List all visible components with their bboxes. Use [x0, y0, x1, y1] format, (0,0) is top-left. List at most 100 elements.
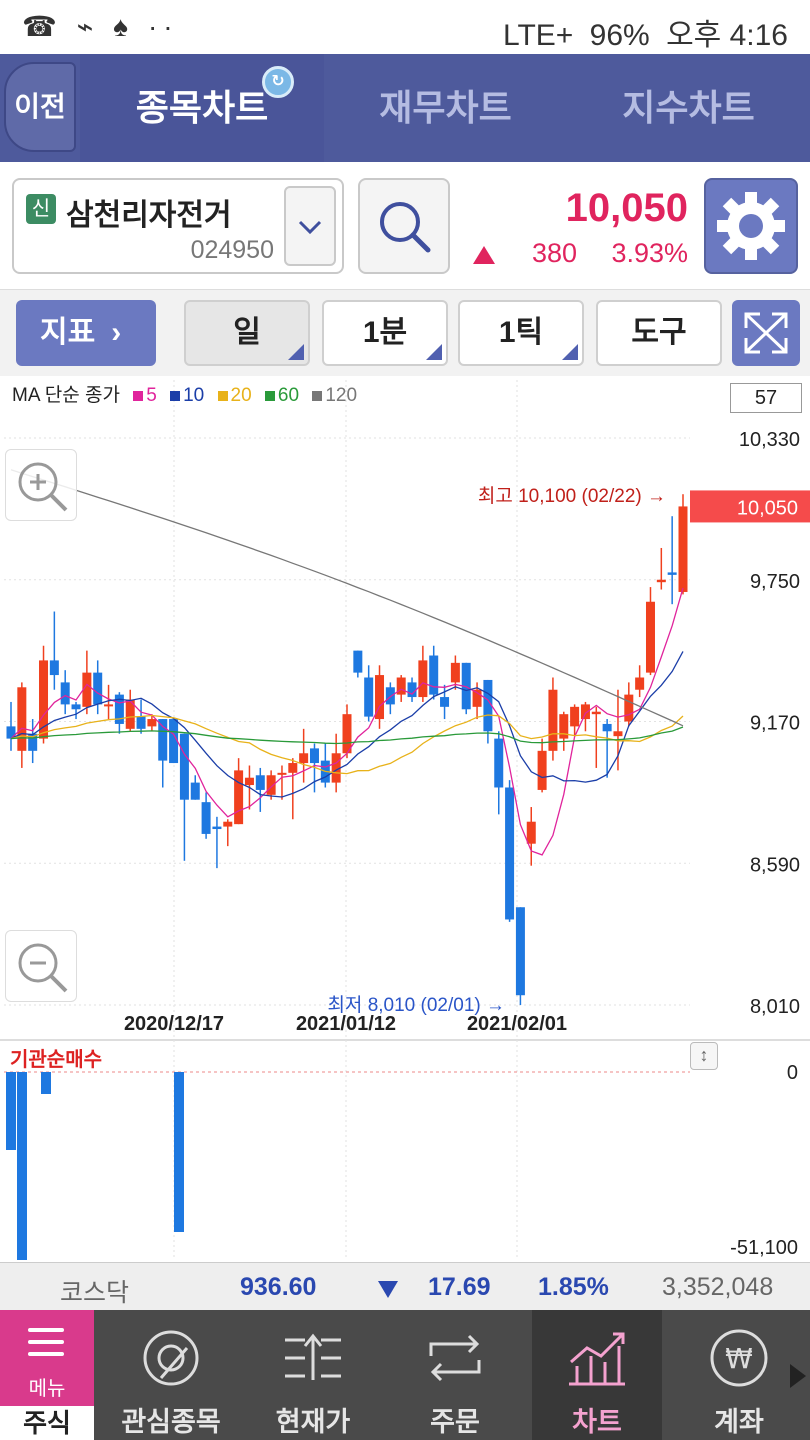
nav-chart-label: 차트: [572, 1407, 622, 1437]
more-arrow-icon[interactable]: [790, 1364, 806, 1388]
candle-body: [505, 787, 515, 920]
order-icon: [429, 1334, 481, 1382]
candle-body: [17, 687, 27, 751]
nav-quote[interactable]: 현재가: [248, 1310, 378, 1440]
candle-body: [461, 662, 471, 710]
refresh-badge-icon[interactable]: ↻: [262, 66, 294, 98]
index-ticker[interactable]: 코스닥 936.60 17.69 1.85% 3,352,048: [0, 1262, 810, 1310]
status-bar: ☎ ⌁ ♠ ·· LTE+ 96% 오후 4:16: [0, 0, 810, 54]
down-arrow-icon: [378, 1281, 398, 1298]
bottom-nav: 메뉴 주식 관심종목 현재가: [0, 1310, 810, 1440]
candle-body: [136, 716, 146, 729]
stock-dropdown-button[interactable]: [284, 186, 336, 266]
candle-body: [515, 907, 525, 996]
ma60-swatch: [264, 390, 275, 401]
chart-icon: [569, 1332, 625, 1386]
candle-body: [548, 689, 558, 751]
candle-body: [266, 775, 276, 795]
stock-name: 삼천리자전거: [66, 199, 232, 232]
candle-body: [60, 682, 70, 705]
clock: 오후 4:16: [666, 19, 788, 52]
battery-text: 96%: [589, 19, 650, 52]
up-arrow-icon: [473, 246, 495, 264]
nav-watchlist[interactable]: 관심종목: [106, 1310, 236, 1440]
ma5-line: [10, 587, 684, 856]
settings-button[interactable]: [704, 178, 798, 274]
ma-legend: MA 단순 종가 5 10 20 60 120: [12, 380, 357, 407]
candle-body: [6, 726, 16, 739]
nav-order-label: 주문: [430, 1407, 480, 1437]
zoom-out-button[interactable]: [5, 930, 77, 1002]
candle-body: [494, 738, 504, 788]
chart-background: [0, 380, 810, 1262]
ma10-line: [10, 651, 684, 798]
search-button[interactable]: [358, 178, 450, 274]
stock-code: 024950: [190, 236, 274, 264]
ma120-line: [10, 469, 684, 727]
nav-account[interactable]: ₩ 계좌: [674, 1310, 804, 1440]
candle-body: [472, 689, 482, 707]
candle-body: [635, 677, 645, 690]
tick-button[interactable]: 1틱: [458, 300, 584, 366]
resize-handle[interactable]: ↕: [690, 1042, 718, 1070]
quote-icon: [285, 1333, 341, 1380]
candle-body: [613, 731, 623, 737]
price-chart[interactable]: 10,330 9,750 9,170 8,590 8,010 2020/12/17 2021…: [0, 380, 810, 1262]
candle-body: [82, 672, 92, 707]
candle-body: [667, 572, 677, 575]
account-icon: ₩: [710, 1329, 768, 1387]
sub-y-bottom-label: -51,100: [730, 1237, 798, 1259]
candle-body: [212, 826, 222, 830]
credit-badge: 신: [26, 194, 56, 224]
candle-body: [526, 821, 536, 844]
sub-y-top-label: 0: [787, 1062, 798, 1084]
ma-legend-prefix: MA 단순 종가: [12, 385, 120, 406]
sub-bar: [41, 1072, 51, 1094]
x-tick-label: 2021/01/12: [296, 1013, 396, 1035]
ma20-line: [10, 714, 684, 775]
current-price-tag: [690, 490, 810, 523]
chevron-right-icon: ›: [111, 316, 122, 349]
ma60-label: 60: [277, 385, 300, 406]
ma60-line: [10, 726, 684, 745]
sub-bar: [17, 1072, 27, 1260]
tab-index-chart[interactable]: 지수차트: [622, 87, 755, 128]
ma20-label: 20: [230, 385, 252, 406]
back-button[interactable]: 이전: [4, 62, 76, 152]
nav-chart[interactable]: 차트: [532, 1310, 662, 1440]
candle-body: [39, 660, 49, 739]
y-tick-label: 8,590: [750, 854, 800, 876]
candle-body: [288, 763, 298, 773]
minute-button[interactable]: 1분: [322, 300, 448, 366]
corner-triangle-icon: [562, 344, 578, 360]
menu-button[interactable]: 메뉴: [0, 1310, 94, 1406]
index-change: 17.69: [428, 1273, 491, 1301]
stock-selector[interactable]: 신 삼천리자전거 024950: [12, 178, 344, 274]
candle-body: [71, 704, 81, 710]
candle-body: [429, 655, 439, 695]
candle-count-box[interactable]: 57: [730, 383, 802, 413]
candle-body: [244, 777, 254, 786]
index-change-pct: 1.85%: [538, 1273, 609, 1301]
notification-icons: ☎ ⌁ ♠ ··: [22, 11, 179, 42]
candle-body: [201, 802, 211, 834]
candle-body: [537, 750, 547, 790]
nav-order[interactable]: 주문: [390, 1310, 520, 1440]
x-tick-label: 2021/02/01: [467, 1013, 567, 1035]
indicator-button[interactable]: 지표 ›: [16, 300, 156, 366]
tools-button[interactable]: 도구: [596, 300, 722, 366]
tab-financial-chart[interactable]: 재무차트: [379, 87, 512, 128]
candle-body: [169, 719, 179, 764]
zoom-out-icon: [18, 943, 68, 993]
top-nav: 이전 종목차트 ↻ 재무차트 지수차트: [0, 54, 810, 162]
candle-body: [190, 782, 200, 800]
stock-category-tab[interactable]: 주식: [0, 1406, 94, 1440]
corner-triangle-icon: [426, 344, 442, 360]
zoom-in-button[interactable]: [5, 449, 77, 521]
network-icon: LTE+: [503, 19, 574, 52]
candle-body: [559, 714, 569, 739]
fullscreen-button[interactable]: [732, 300, 800, 366]
candle-body: [114, 694, 124, 724]
period-day-button[interactable]: 일: [184, 300, 310, 366]
